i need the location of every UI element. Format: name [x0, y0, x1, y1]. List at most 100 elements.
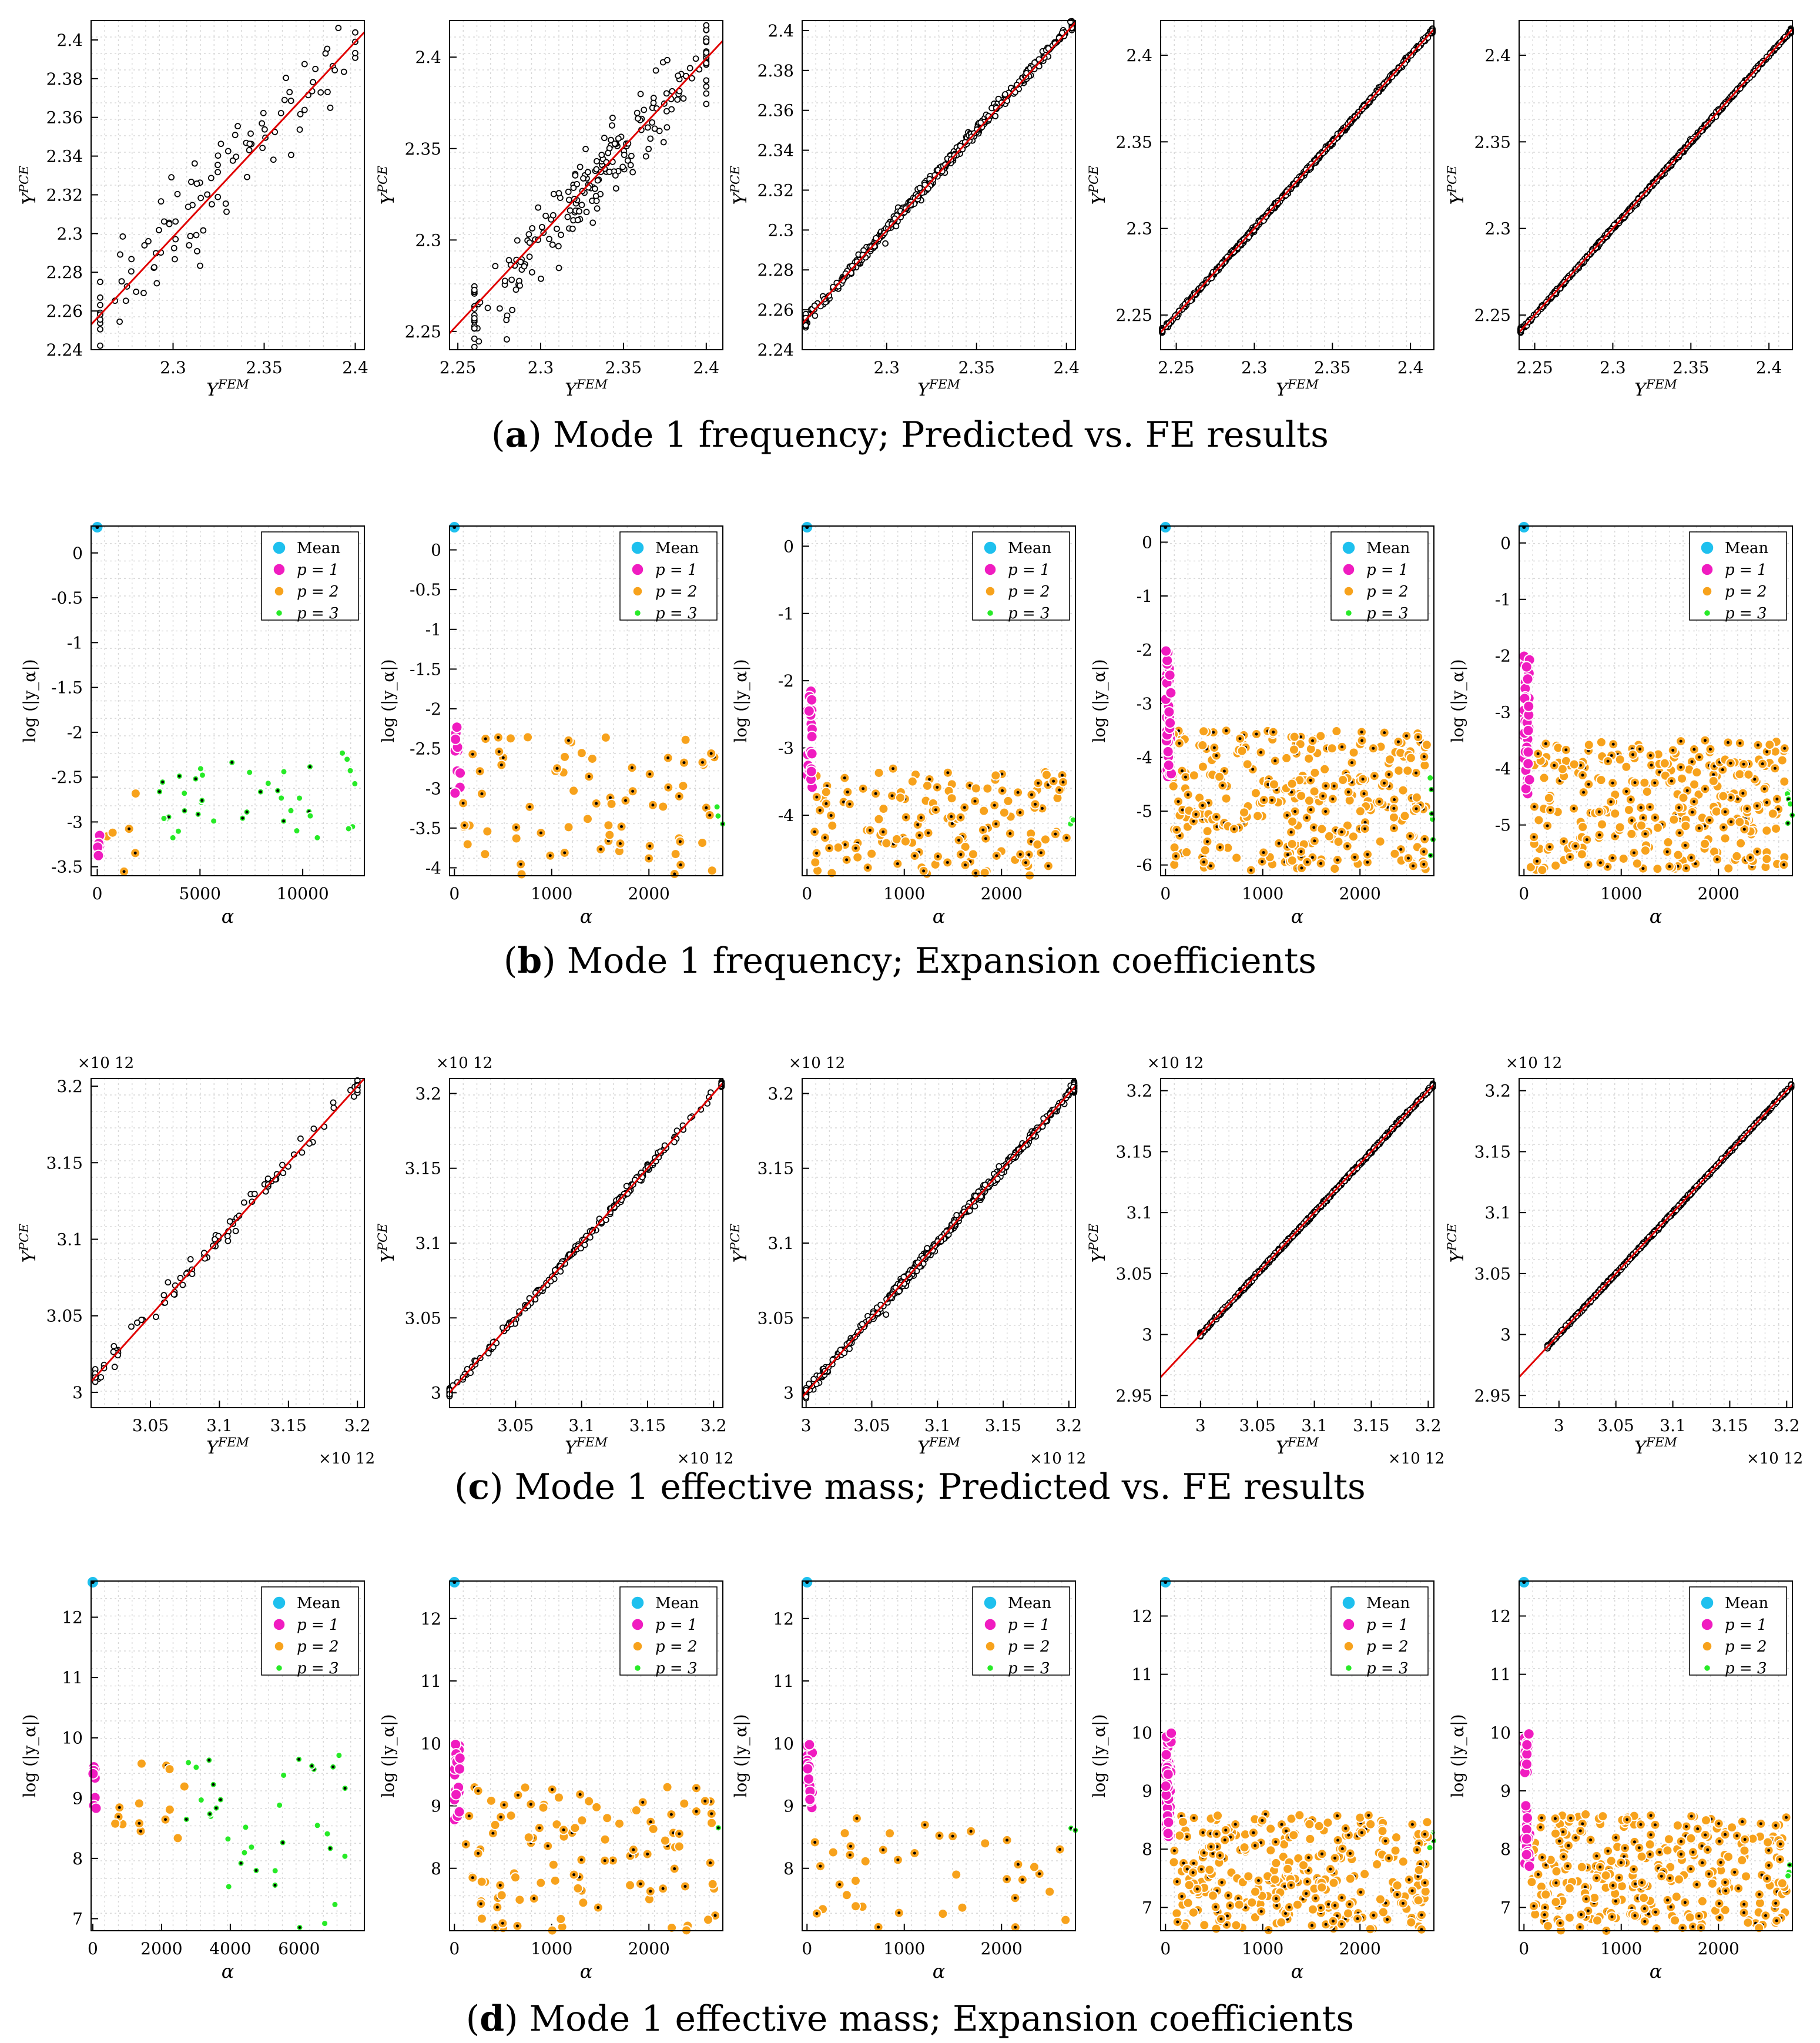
data-point — [134, 1319, 140, 1326]
p3-point — [246, 768, 254, 776]
p2-point-dot — [630, 766, 634, 769]
p2-point-dot — [1753, 778, 1757, 781]
data-point — [214, 152, 222, 159]
data-point — [471, 343, 478, 350]
p2-point — [606, 798, 617, 809]
p1-point — [1520, 661, 1533, 673]
p2-point-dot — [1396, 740, 1400, 743]
p2-point-dot — [462, 823, 466, 827]
legend: Mean p = 1 p = 2 p = 3 — [1689, 531, 1787, 622]
y-tick-label: -0.5 — [410, 580, 441, 599]
p2-point — [982, 783, 993, 794]
p2-point — [990, 770, 1001, 781]
y-tick-label: -3.5 — [410, 819, 441, 838]
p2-point — [697, 837, 708, 848]
p2-point — [1393, 765, 1405, 776]
p2-point — [1771, 823, 1782, 834]
p2-point-dot — [539, 831, 542, 835]
data-point — [153, 1314, 159, 1320]
y-tick-label: -4 — [1495, 759, 1511, 779]
p2-point — [603, 820, 614, 831]
p3-point — [1426, 774, 1434, 782]
data-point — [259, 120, 266, 127]
data-point — [703, 90, 710, 97]
data-point — [675, 72, 682, 79]
p2-point — [480, 849, 491, 860]
legend-marker-mean — [631, 541, 645, 555]
x-tick-label: 5000 — [179, 884, 221, 903]
data-point — [576, 208, 582, 215]
p2-point-dot — [708, 813, 712, 817]
data-point — [593, 197, 600, 205]
data-point — [234, 123, 241, 130]
p2-point-dot — [1300, 866, 1303, 870]
y-tick-label: -2 — [1137, 641, 1152, 660]
p2-point — [1689, 779, 1700, 790]
legend-label-p1: p = 1 — [297, 561, 339, 579]
p2-point — [1761, 825, 1772, 836]
data-point — [647, 135, 654, 142]
p2-point — [1281, 752, 1292, 763]
data-point — [619, 163, 626, 170]
x-tick-label: 2.4 — [342, 358, 368, 377]
p2-point-dot — [1353, 856, 1356, 859]
data-point — [174, 190, 181, 197]
data-point — [244, 173, 250, 180]
p2-point-dot — [1564, 748, 1568, 752]
p2-point-dot — [1255, 732, 1258, 736]
p2-point-dot — [1186, 793, 1190, 796]
p2-point-dot — [1765, 750, 1769, 753]
data-point — [526, 253, 533, 260]
p2-point-dot — [913, 854, 916, 858]
legend-label-mean: Mean — [655, 540, 699, 557]
p1-point — [1523, 773, 1536, 786]
data-point — [554, 225, 560, 232]
p2-point-dot — [1238, 737, 1242, 741]
p3-point — [313, 833, 321, 842]
p2-point-dot — [647, 857, 651, 860]
p2-point-dot — [1721, 768, 1724, 772]
p2-point-dot — [1027, 853, 1031, 856]
legend-marker-p2 — [1343, 586, 1354, 597]
p2-point-dot — [1299, 850, 1303, 853]
p2-point — [1040, 834, 1051, 845]
data-point — [529, 225, 536, 232]
data-point — [501, 277, 508, 284]
p2-point-dot — [1262, 798, 1266, 802]
p2-point-dot — [1361, 778, 1365, 781]
p2-point — [1309, 786, 1320, 797]
data-point — [550, 190, 557, 197]
p2-point — [462, 839, 473, 850]
legend-label-p3: p = 3 — [297, 605, 339, 622]
data-point — [893, 223, 900, 230]
p2-point-dot — [1346, 845, 1349, 848]
p1-point — [451, 721, 463, 734]
p2-point — [1331, 726, 1342, 737]
p2-point-dot — [1544, 742, 1547, 745]
p2-point-dot — [995, 854, 998, 858]
p2-point-dot — [824, 802, 828, 805]
y-tick-label: -5 — [1495, 816, 1511, 835]
data-point — [612, 185, 619, 192]
p3-point — [169, 833, 177, 842]
p2-point — [1399, 810, 1410, 822]
p2-point-dot — [1393, 798, 1396, 801]
x-axis-label: YFEM — [565, 377, 608, 401]
data-point — [503, 317, 510, 323]
p2-point-dot — [497, 736, 500, 739]
chart-a-4: 2.25 2.3 2.35 2.4 2.25 2.3 2.35 2.4 YFEM YPCE — [1087, 20, 1436, 400]
axes-frame — [449, 20, 723, 350]
data-point — [615, 135, 622, 142]
p2-point-dot — [1222, 769, 1226, 773]
p2-point-dot — [1704, 787, 1707, 791]
data-point — [330, 1099, 337, 1106]
data-point — [97, 326, 103, 333]
p3-point — [293, 827, 301, 835]
p2-point — [1577, 822, 1588, 833]
p2-point-dot — [1273, 759, 1277, 762]
p2-point — [1610, 808, 1621, 819]
data-point — [608, 136, 615, 143]
p1-point — [1162, 745, 1174, 758]
p2-point-dot — [700, 761, 704, 764]
